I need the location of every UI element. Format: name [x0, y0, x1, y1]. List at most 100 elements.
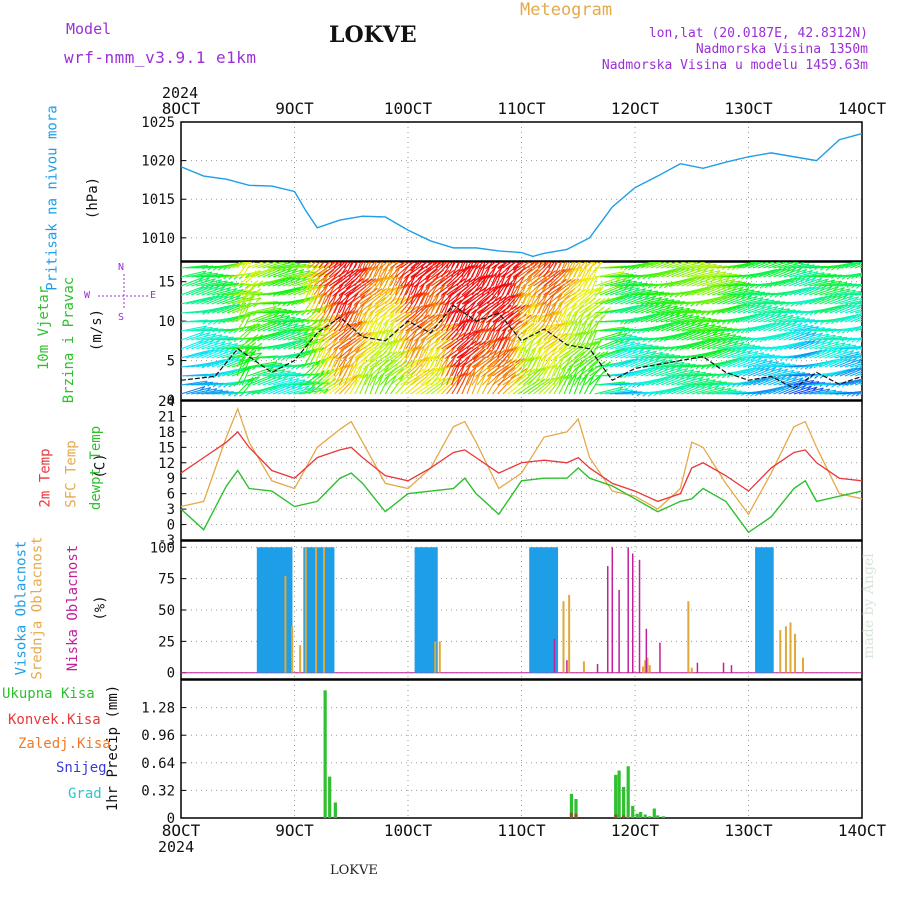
wind-barb	[660, 320, 686, 332]
wind-barb	[191, 295, 216, 305]
wind-barb	[809, 389, 836, 395]
wind-barb	[231, 311, 258, 323]
wind-barb-flag	[530, 314, 536, 320]
wind-barb	[558, 262, 563, 269]
wind-barb	[620, 294, 644, 305]
wind-barb-flag	[353, 247, 358, 251]
cloud-bar	[434, 641, 437, 673]
wind-barb	[645, 262, 663, 269]
wind-barb	[589, 321, 600, 341]
year-bottom: 2024	[158, 838, 195, 856]
wind-barb	[395, 337, 405, 359]
cloud-bar	[287, 547, 293, 673]
wind-barb	[185, 339, 209, 350]
wind-barb	[466, 262, 472, 269]
wind-barb	[461, 262, 469, 278]
wind-barb-flag	[427, 251, 432, 255]
wind-barb	[860, 392, 862, 395]
wind-barb	[625, 289, 653, 296]
wind-barb-flag	[572, 266, 579, 272]
wind-barb	[384, 339, 399, 359]
wind-barb-flag	[478, 301, 484, 307]
wind-barb	[814, 348, 838, 359]
wind-barb	[400, 274, 410, 296]
footer-station: LOKVE	[330, 863, 378, 878]
wind-barb	[211, 294, 235, 305]
wind-barb-flag	[860, 286, 862, 289]
wind-barb-flag	[356, 373, 363, 379]
wind-barb	[298, 388, 329, 395]
wind-barb	[609, 335, 637, 341]
wind-barb-flag	[434, 330, 441, 336]
wind-barb	[635, 312, 661, 323]
wind-barb	[349, 364, 358, 386]
wind-barb-flag	[872, 293, 877, 297]
wind-barb	[701, 277, 730, 287]
wind-barb-flag	[329, 276, 336, 282]
wind-barb	[349, 355, 361, 377]
wind-barb	[374, 266, 383, 287]
cloud-bar	[641, 666, 644, 673]
wind-barb	[691, 380, 722, 386]
wind-barb	[354, 364, 363, 386]
wind-barb-flag	[287, 322, 293, 327]
wind-barb	[364, 262, 372, 278]
precip-bar	[323, 690, 327, 818]
wind-barb	[236, 262, 241, 269]
wind-barb-flag	[391, 297, 398, 303]
wind-barb-flag	[578, 304, 585, 310]
wind-barb	[532, 356, 542, 377]
wind-barb-flag	[880, 387, 885, 391]
wind-barb-flag	[432, 268, 438, 274]
wind-barb	[855, 391, 862, 395]
wind-barb-flag	[316, 330, 323, 336]
wind-barb-flag	[548, 278, 555, 284]
cloud-bar	[648, 665, 651, 673]
wind-barb	[609, 390, 638, 395]
wind-barb	[855, 327, 862, 332]
wind-barb	[522, 284, 533, 305]
wind-barb	[492, 283, 507, 305]
wind-barb	[706, 347, 733, 359]
wind-barb-flag	[846, 357, 853, 363]
cloud-bar	[539, 547, 545, 673]
wind-barb-flag	[499, 349, 506, 355]
wind-barb-flag	[533, 269, 539, 275]
wind-barb	[855, 347, 862, 350]
wind-barb-flag	[599, 351, 605, 357]
wind-barb	[850, 284, 862, 287]
wind-barb	[681, 275, 707, 287]
wind-barb	[252, 384, 280, 395]
wind-barb	[839, 292, 862, 296]
wind-barb	[359, 310, 368, 332]
wind-barb-flag	[535, 331, 542, 337]
wind-barb	[839, 313, 862, 323]
wind-barb	[737, 366, 761, 377]
wind-barb-flag	[351, 268, 358, 274]
wind-barb	[553, 365, 562, 386]
wind-barb	[277, 318, 307, 323]
wind-barb	[186, 326, 213, 332]
wind-barb	[333, 262, 338, 269]
wind-barb-flag	[315, 359, 322, 365]
wind-barb	[732, 345, 761, 350]
wind-barb	[752, 300, 780, 305]
wind-barb	[379, 329, 390, 350]
wind-barb-flag	[405, 368, 412, 374]
compass-n: N	[118, 262, 125, 273]
wind-barb	[717, 341, 745, 350]
wind-barb-flag	[864, 378, 869, 382]
wind-barb	[181, 270, 207, 278]
wind-barb	[849, 370, 862, 377]
wind-barb-flag	[499, 304, 506, 310]
wind-barb	[313, 293, 324, 314]
wind-barb	[497, 262, 508, 269]
wind-barb	[686, 379, 716, 386]
wind-barb	[788, 324, 814, 332]
wind-barb-flag	[863, 305, 868, 309]
wind-barb-flag	[826, 285, 833, 291]
wind-barb	[696, 276, 724, 287]
wind-barb	[757, 375, 781, 386]
ytick-label: 21	[158, 409, 175, 425]
wind-barb	[732, 303, 756, 314]
